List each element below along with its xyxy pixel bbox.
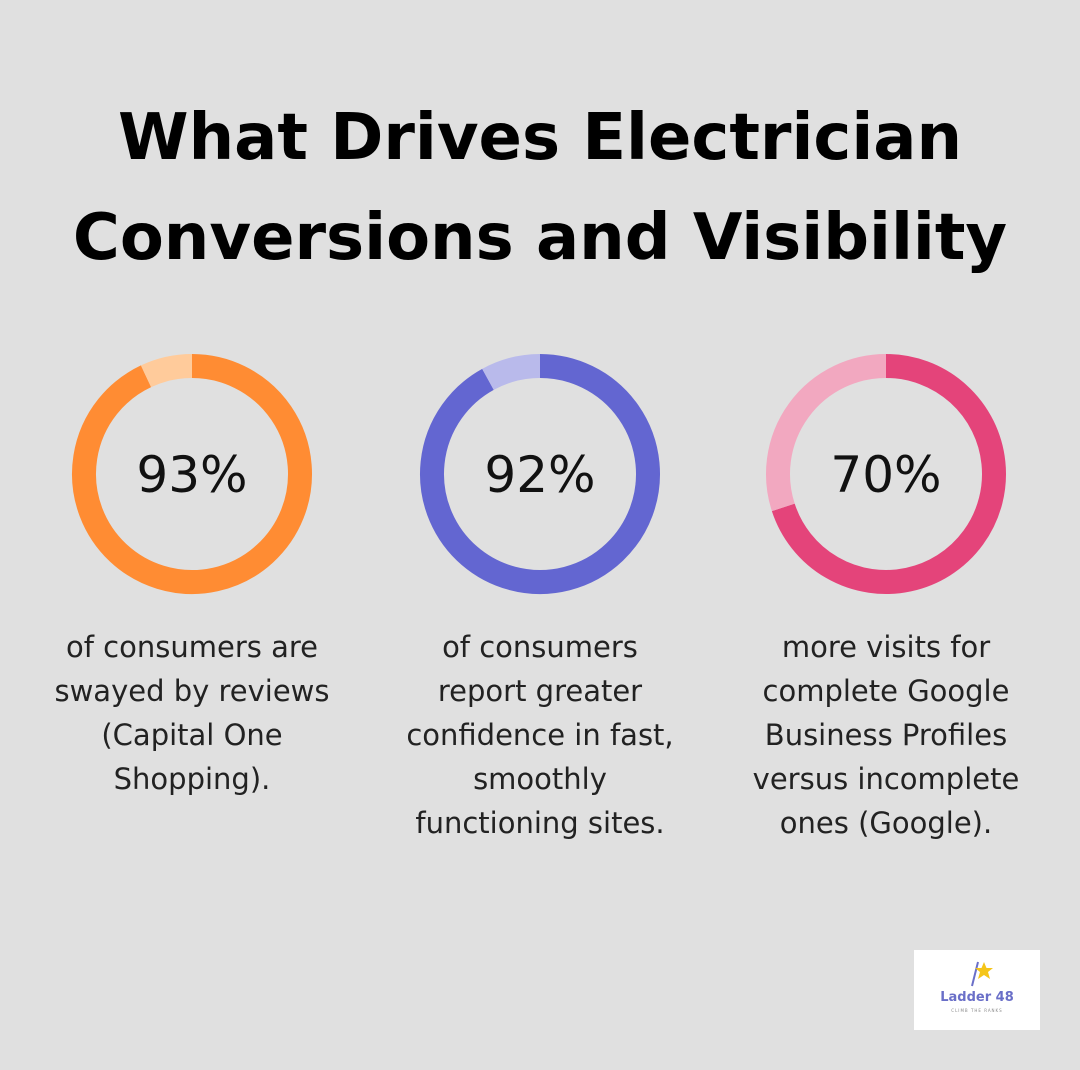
title: What Drives Electrician Conversions and … xyxy=(72,101,1008,275)
logo-name: Ladder 48 xyxy=(940,990,1014,1005)
caption: of consumers report greater confidence i… xyxy=(406,630,674,840)
caption: more visits for complete Google Business… xyxy=(752,630,1020,840)
donut-segment xyxy=(420,354,660,594)
value-label: 70% xyxy=(830,446,941,504)
logo-icon xyxy=(971,961,993,987)
logo: Ladder 48 CLIMB THE RANKS xyxy=(914,950,1040,1030)
caption: of consumers are swayed by reviews (Capi… xyxy=(54,630,330,796)
star xyxy=(975,962,993,979)
donut-segment xyxy=(771,354,1006,594)
value-label: 92% xyxy=(484,446,595,504)
donut-segment xyxy=(482,354,541,391)
ladder-rail xyxy=(971,961,979,987)
logo-tagline: CLIMB THE RANKS xyxy=(951,1008,1003,1013)
value-label: 93% xyxy=(136,446,247,504)
donut-segment xyxy=(140,354,193,388)
donut-segment xyxy=(72,354,312,594)
donut-segment xyxy=(766,354,887,512)
